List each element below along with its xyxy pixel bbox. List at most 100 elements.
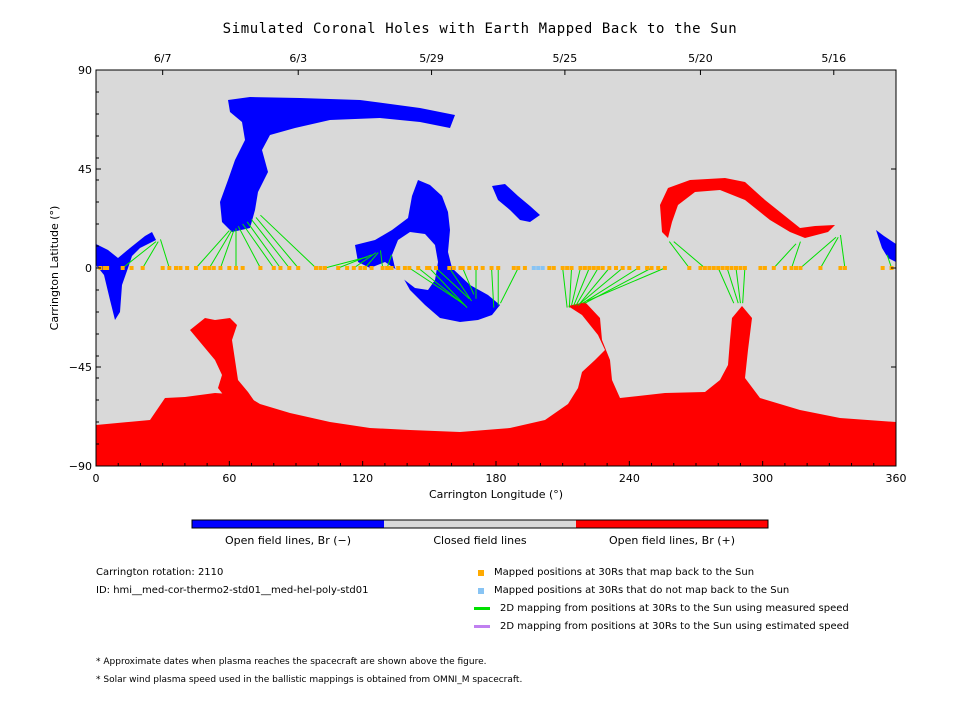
mapped-point-58 — [560, 266, 565, 270]
mapped-point-20 — [271, 266, 276, 270]
legend-item-estimated: 2D mapping from positions at 30Rs to the… — [474, 621, 849, 632]
mapped-point-30 — [358, 266, 363, 270]
mapping-line-36 — [582, 267, 639, 304]
mapped-point-15 — [218, 266, 223, 270]
mapped-point-94 — [798, 266, 803, 270]
mapped-point-9 — [178, 266, 183, 270]
mapped-point-22 — [287, 266, 292, 270]
mapped-point-74 — [656, 266, 661, 270]
mapping-line-7 — [237, 225, 261, 269]
mapped-point-16 — [227, 266, 232, 270]
colorbar-frame — [191, 519, 769, 529]
y-tick-label-4: −90 — [69, 460, 92, 473]
mapped-point-2 — [105, 266, 110, 270]
mapped-point-10 — [185, 266, 190, 270]
mapping-line-11 — [255, 217, 299, 269]
unmapped-point-1 — [536, 266, 541, 270]
note-dates: * Approximate dates when plasma reaches … — [96, 657, 487, 667]
mapped-point-40 — [416, 266, 421, 270]
mapped-point-1 — [102, 266, 107, 270]
top-tick-label-4: 5/20 — [688, 52, 713, 65]
mapped-point-44 — [447, 266, 452, 270]
mapping-line-45 — [773, 243, 797, 269]
southern-positive-lobe — [190, 318, 255, 404]
mapped-point-83 — [725, 266, 730, 270]
mapped-point-28 — [345, 266, 350, 270]
mapped-point-8 — [174, 266, 178, 270]
unmapped-point-0 — [531, 266, 536, 270]
y-axis-label: Carrington Latitude (°) — [48, 206, 61, 331]
mapped-point-68 — [614, 266, 618, 270]
mapped-point-26 — [322, 266, 327, 270]
mapped-point-37 — [396, 266, 401, 270]
mapping-line-39 — [668, 241, 690, 269]
mapped-point-70 — [627, 266, 632, 270]
legend-label-measured: 2D mapping from positions at 30Rs to the… — [500, 603, 849, 614]
mapped-point-73 — [649, 266, 654, 270]
mapped-point-60 — [569, 266, 574, 270]
mapped-point-27 — [336, 266, 341, 270]
mapped-point-84 — [729, 266, 734, 270]
mapped-point-34 — [385, 266, 390, 270]
central-closed-island — [392, 232, 438, 290]
mapped-point-11 — [194, 266, 198, 270]
mapped-point-29 — [351, 266, 356, 270]
mapped-point-55 — [522, 266, 527, 270]
mapped-point-97 — [842, 266, 847, 270]
mapping-line-9 — [246, 221, 281, 269]
mapped-point-46 — [458, 266, 463, 270]
mapped-point-7 — [167, 266, 172, 270]
legend-swatch-estimated — [474, 625, 490, 628]
mapping-line-35 — [580, 267, 623, 304]
mapping-line-50 — [886, 254, 893, 269]
mapping-line-3 — [195, 230, 230, 269]
mapping-line-1 — [142, 241, 159, 269]
x-tick-label-5: 300 — [752, 472, 773, 485]
mapped-point-57 — [551, 266, 556, 270]
mapped-point-13 — [207, 266, 212, 270]
mapping-line-8 — [242, 223, 275, 269]
unmapped-point-2 — [540, 266, 545, 270]
x-axis-label: Carrington Longitude (°) — [429, 488, 563, 501]
mapped-point-86 — [738, 266, 743, 270]
mapped-point-66 — [600, 266, 605, 270]
mapping-line-48 — [820, 236, 839, 269]
mapped-point-71 — [636, 266, 641, 270]
mapped-point-87 — [742, 266, 747, 270]
mapped-point-45 — [451, 266, 456, 270]
mapping-line-31 — [571, 267, 581, 306]
coronal-hole-regions — [96, 97, 896, 466]
mapped-point-67 — [607, 266, 612, 270]
mapped-point-69 — [620, 266, 625, 270]
mapped-point-35 — [387, 266, 392, 270]
mapped-point-64 — [591, 266, 596, 270]
mapping-line-46 — [791, 241, 801, 269]
mapped-point-62 — [582, 266, 587, 270]
mapping-line-29 — [562, 267, 568, 308]
mapped-point-88 — [758, 266, 763, 270]
mapping-lines — [122, 214, 893, 308]
mapping-line-43 — [735, 267, 741, 304]
y-tick-label-2: 0 — [85, 262, 92, 275]
mapped-point-3 — [120, 266, 125, 270]
mapping-line-21 — [428, 267, 468, 308]
mapped-point-81 — [716, 266, 721, 270]
mapped-point-90 — [771, 266, 776, 270]
legend-item-unmapped: Mapped positions at 30Rs that do not map… — [478, 585, 789, 596]
mapping-line-44 — [742, 267, 746, 304]
mapped-point-52 — [496, 266, 501, 270]
western-negative-hole — [96, 232, 156, 320]
mapped-point-61 — [578, 266, 583, 270]
top-tick-label-3: 5/25 — [553, 52, 578, 65]
mapped-point-65 — [596, 266, 601, 270]
mapping-line-14 — [338, 254, 372, 269]
top-tick-label-2: 5/29 — [419, 52, 444, 65]
mapped-point-36 — [389, 266, 394, 270]
mapped-point-33 — [380, 266, 385, 270]
mapped-point-19 — [258, 266, 263, 270]
top-tick-label-0: 6/7 — [154, 52, 172, 65]
top-tick-label-5: 5/16 — [821, 52, 846, 65]
mapping-line-34 — [577, 267, 610, 306]
mapped-point-39 — [407, 266, 412, 270]
mapped-points — [98, 266, 894, 270]
